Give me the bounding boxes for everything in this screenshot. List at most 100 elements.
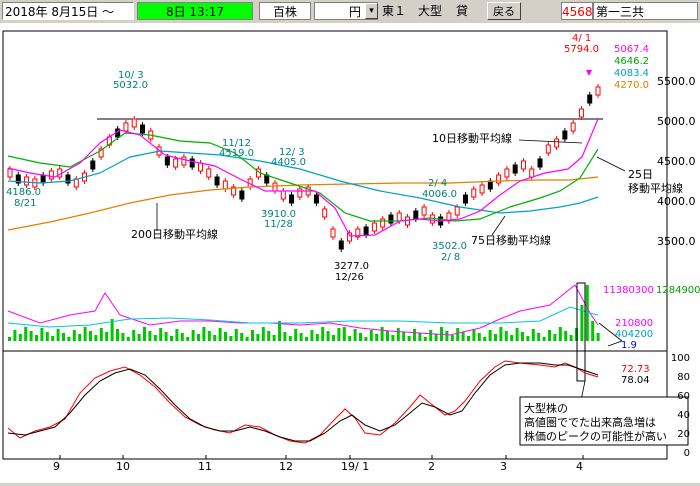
volume-bar: [488, 330, 492, 341]
volume-bar: [461, 332, 465, 341]
volume-bar: [164, 332, 168, 341]
volume-bar: [132, 330, 136, 341]
candle-body: [479, 184, 485, 194]
volume-bar: [477, 333, 481, 341]
volume-bar: [407, 336, 411, 341]
volume-bar: [294, 329, 298, 341]
candle-body: [587, 94, 593, 104]
legend-values: 5067.4 4646.2 4083.4 4270.0: [614, 44, 649, 92]
x-tick-label: 11: [198, 460, 212, 473]
volume-bar: [78, 334, 82, 341]
ma25-label-1: 25日: [628, 168, 653, 181]
volume-bar: [89, 331, 92, 341]
candle-body: [371, 222, 377, 232]
candle-body: [214, 176, 220, 186]
ma25-pointer: [596, 156, 626, 172]
candle-body: [421, 206, 427, 216]
volume-bar: [240, 333, 244, 341]
volume-bar: [137, 334, 141, 341]
candle-body: [181, 156, 187, 166]
volume-bar: [153, 335, 157, 341]
volume-bar: [175, 329, 179, 341]
start-date-field[interactable]: 2018年 8月15日 ～: [2, 2, 134, 20]
volume-bar: [585, 285, 589, 341]
ma200-label: 200日移動平均線: [131, 228, 218, 241]
volume-bar: [423, 337, 427, 341]
low-value: 3277.0: [334, 261, 369, 272]
stock-chart[interactable]: 5500.0 5000.0 4500.0 4000.0 3500.0 5067.…: [0, 23, 700, 483]
chevron-down-icon[interactable]: ▾: [365, 3, 378, 19]
candle-body: [90, 160, 96, 170]
dec-value: 4405.0: [271, 157, 306, 168]
volume-bar: [429, 330, 433, 341]
volume-bar: [445, 331, 449, 341]
volume-bar: [510, 335, 514, 341]
osc-value-fast: 72.73: [621, 364, 650, 375]
note-line-1: 大型株の: [524, 402, 568, 415]
volume-bar: [56, 329, 60, 341]
volume-bar: [186, 337, 190, 341]
volume-bar: [332, 335, 335, 341]
volume-bars: [8, 285, 600, 341]
volume-bar: [305, 337, 308, 341]
volume-bar: [396, 328, 400, 341]
candle-body: [15, 174, 21, 184]
x-axis-ticks: [59, 455, 584, 459]
osc-tick: 0: [683, 448, 690, 459]
volume-bar: [191, 330, 195, 341]
candle-body: [48, 170, 54, 180]
toolbar: 2018年 8月15日 ～ 8日 13:17 百株 円 ▾ 東１ 大型 貸 戻る…: [0, 0, 700, 23]
high-value: 5794.0: [564, 44, 599, 55]
company-name-field: 第一三共: [593, 2, 698, 20]
volume-max-2: 1284900: [656, 285, 700, 296]
volume-bar: [202, 327, 206, 341]
volume-pointer-2: [607, 340, 623, 347]
nov2-date: 11/28: [264, 219, 293, 230]
x-tick-label: 12: [279, 460, 293, 473]
volume-bar: [483, 337, 487, 341]
volume-bar: [569, 335, 573, 341]
stock-code-field[interactable]: 4568: [561, 2, 593, 20]
candle-body: [322, 208, 328, 218]
back-button[interactable]: 戻る: [487, 2, 521, 20]
candle-body: [189, 158, 195, 168]
volume-bar: [553, 334, 557, 341]
volume-bar: [564, 331, 568, 341]
candle-body: [65, 174, 71, 184]
price-tick: 3500.0: [657, 235, 696, 248]
price-tick: 4500.0: [657, 155, 696, 168]
candle-body: [388, 214, 394, 224]
ma10-label: 10日移動平均線: [432, 132, 512, 145]
unit-field[interactable]: 百株: [259, 2, 311, 20]
volume-bar: [159, 328, 163, 341]
volume-bar: [450, 335, 454, 341]
ma200-line: [7, 176, 599, 231]
volume-bar: [72, 330, 76, 341]
volume-bar: [170, 336, 173, 341]
aug-date: 8/21: [14, 198, 37, 209]
volume-bar: [197, 334, 200, 341]
nov-date: 11/12: [222, 138, 251, 149]
osc-tick: 60: [677, 391, 690, 402]
volume-bar: [558, 327, 562, 341]
end-date-field[interactable]: 8日 13:17: [137, 2, 253, 20]
volume-bar: [24, 327, 28, 341]
volume-mid-1: 210800: [615, 318, 654, 329]
volume-bar: [434, 334, 438, 341]
candlesticks: [7, 84, 601, 252]
volume-bar: [261, 327, 265, 341]
nov2-value: 3910.0: [261, 209, 296, 220]
x-tick-label: 9: [53, 460, 60, 473]
volume-bar: [504, 331, 508, 341]
volume-bar: [369, 330, 373, 341]
feb-value: 4006.0: [422, 189, 457, 200]
low-date: 12/26: [335, 272, 364, 283]
ma25-value: 4646.2: [614, 56, 649, 67]
dec-date: 12/ 3: [279, 147, 305, 158]
currency-label: 円: [348, 5, 361, 19]
volume-bar: [45, 332, 49, 341]
candle-body: [454, 206, 460, 216]
oct-date: 10/ 3: [118, 70, 144, 81]
volume-mid-2: 404200: [615, 329, 654, 340]
volume-bar: [105, 332, 109, 341]
